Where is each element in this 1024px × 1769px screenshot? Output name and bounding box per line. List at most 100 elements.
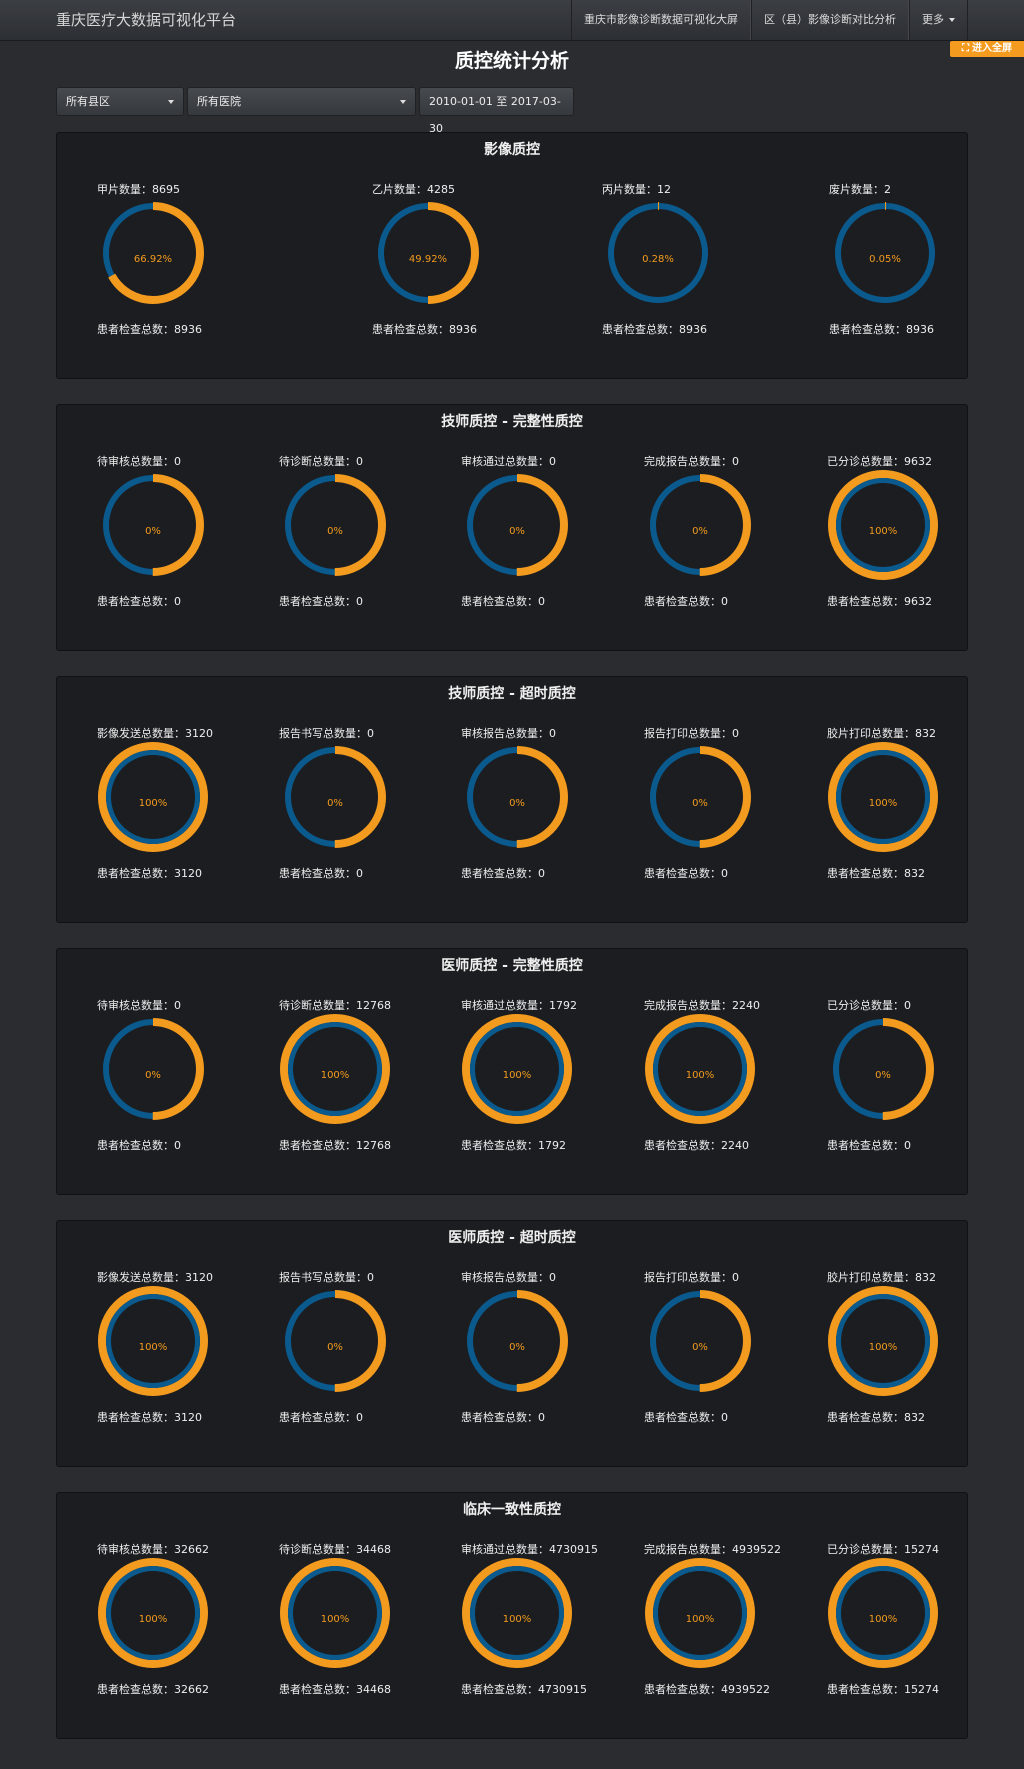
gauge-percentage: 0% [509,1342,525,1353]
gauge-total-value: 1792 [538,1139,566,1152]
gauge-metric-name: 待诊断总数量： [279,999,356,1012]
gauge-percentage: 100% [868,1342,898,1353]
gauge-metric-value: 8695 [152,183,180,196]
gauge-total-value: 15274 [904,1683,939,1696]
gauge-item: 待诊断总数量：0 0% 患者检查总数：0 [279,453,429,613]
gauge-metric-value: 0 [174,999,181,1012]
gauge-metric-name: 审核报告总数量： [461,727,549,740]
gauge-progress-arc [834,202,936,304]
gauge-percentage: 0% [875,1070,891,1081]
donut-gauge [828,742,938,852]
qc-panel: 医师质控 - 超时质控 影像发送总数量：3120 100% 患者检查总数：3120 报告… [56,1220,968,1467]
gauge-percentage: 100% [868,1614,898,1625]
donut-gauge [832,1018,934,1120]
gauge-total-label: 患者检查总数：8936 [97,321,202,337]
gauge-progress-arc [828,1286,938,1396]
date-range-value: 2010-01-01 至 2017-03-30 [429,95,561,135]
gauge-total-name: 患者检查总数： [461,1139,538,1152]
gauge-metric-name: 影像发送总数量： [97,1271,185,1284]
gauge-percentage: 100% [138,798,168,809]
gauge-total-name: 患者检查总数： [644,1411,721,1424]
donut-gauge [98,1286,208,1396]
gauge-total-label: 患者检查总数：832 [827,865,925,881]
gauge-percentage: 0.28% [642,254,674,265]
fullscreen-button[interactable]: ⛶ 进入全屏 [950,41,1024,57]
date-range-picker[interactable]: 2010-01-01 至 2017-03-30 [419,87,574,135]
donut-gauge [828,1558,938,1668]
gauge-item: 待审核总数量：0 0% 患者检查总数：0 [97,997,247,1157]
gauge-count-label: 影像发送总数量：3120 [97,1269,213,1285]
gauge-total-label: 患者检查总数：9632 [827,593,932,609]
gauge-metric-name: 胶片打印总数量： [827,727,915,740]
gauge-count-label: 审核通过总数量：1792 [461,997,577,1013]
gauge-total-value: 0 [356,1411,363,1424]
gauge-track-ring [106,1294,200,1388]
gauge-item: 丙片数量：12 0.28% 患者检查总数：8936 [602,181,752,341]
gauge-total-value: 2240 [721,1139,749,1152]
gauge-progress-arc [102,474,204,576]
gauge-count-label: 废片数量：2 [829,181,891,197]
gauge-total-name: 患者检查总数： [829,323,906,336]
gauge-item: 废片数量：2 0.05% 患者检查总数：8936 [829,181,979,341]
gauge-count-label: 审核通过总数量：0 [461,453,556,469]
gauge-progress-arc [377,202,479,304]
gauge-item: 审核报告总数量：0 0% 患者检查总数：0 [461,1269,611,1429]
nav-item-city-dashboard[interactable]: 重庆市影像诊断数据可视化大屏 [571,0,751,40]
gauge-total-name: 患者检查总数： [461,1683,538,1696]
gauge-total-name: 患者检查总数： [644,867,721,880]
gauge-total-value: 0 [174,595,181,608]
gauge-total-name: 患者检查总数： [461,1411,538,1424]
gauge-progress-arc [280,1558,390,1668]
app-title[interactable]: 重庆医疗大数据可视化平台 [56,11,237,29]
gauge-count-label: 报告书写总数量：0 [279,725,374,741]
qc-panel: 医师质控 - 完整性质控 待审核总数量：0 0% 患者检查总数：0 待诊断总数量：127… [56,948,968,1195]
donut-gauge [466,474,568,576]
gauge-total-name: 患者检查总数： [461,595,538,608]
gauge-percentage: 0% [692,1342,708,1353]
gauge-track-ring [835,203,935,303]
gauge-track-ring [836,1294,930,1388]
gauge-progress-arc [284,746,386,848]
gauge-metric-name: 已分诊总数量： [827,455,904,468]
gauge-total-name: 患者检查总数： [279,1139,356,1152]
gauge-percentage: 0% [327,798,343,809]
gauge-count-label: 已分诊总数量：9632 [827,453,932,469]
gauge-count-label: 报告打印总数量：0 [644,1269,739,1285]
gauge-count-label: 待审核总数量：32662 [97,1541,209,1557]
gauge-progress-arc [98,1286,208,1396]
gauge-count-label: 完成报告总数量：4939522 [644,1541,781,1557]
gauge-total-name: 患者检查总数： [372,323,449,336]
chevron-down-icon [168,100,174,104]
district-select[interactable]: 所有县区 [56,87,184,116]
gauge-metric-name: 丙片数量： [602,183,657,196]
gauge-metric-value: 0 [732,1271,739,1284]
gauge-item: 待诊断总数量：34468 100% 患者检查总数：34468 [279,1541,429,1701]
gauge-metric-value: 4939522 [732,1543,781,1556]
page-title: 质控统计分析 [454,50,569,72]
gauge-progress-arc [649,474,751,576]
panel-title: 技师质控 - 完整性质控 [441,414,583,430]
gauge-count-label: 待诊断总数量：0 [279,453,363,469]
gauge-metric-name: 审核通过总数量： [461,999,549,1012]
gauge-total-name: 患者检查总数： [827,595,904,608]
gauge-metric-name: 废片数量： [829,183,884,196]
gauge-count-label: 报告书写总数量：0 [279,1269,374,1285]
gauge-progress-arc [462,1014,572,1124]
gauge-total-name: 患者检查总数： [827,1139,904,1152]
gauge-item: 待审核总数量：0 0% 患者检查总数：0 [97,453,247,613]
gauge-item: 审核通过总数量：1792 100% 患者检查总数：1792 [461,997,611,1157]
hospital-select[interactable]: 所有医院 [187,87,416,116]
gauge-total-label: 患者检查总数：0 [644,593,728,609]
donut-gauge [284,1290,386,1392]
gauge-percentage: 100% [685,1614,715,1625]
nav-item-district-compare[interactable]: 区（县）影像诊断对比分析 [751,0,909,40]
gauge-percentage: 100% [502,1614,532,1625]
donut-gauge [466,1290,568,1392]
nav-more-dropdown[interactable]: 更多 [909,0,968,40]
gauge-metric-name: 报告打印总数量： [644,727,732,740]
gauge-total-label: 患者检查总数：8936 [829,321,934,337]
gauge-metric-value: 1792 [549,999,577,1012]
gauge-percentage: 0% [327,526,343,537]
donut-gauge [280,1558,390,1668]
gauge-total-value: 832 [904,1411,925,1424]
